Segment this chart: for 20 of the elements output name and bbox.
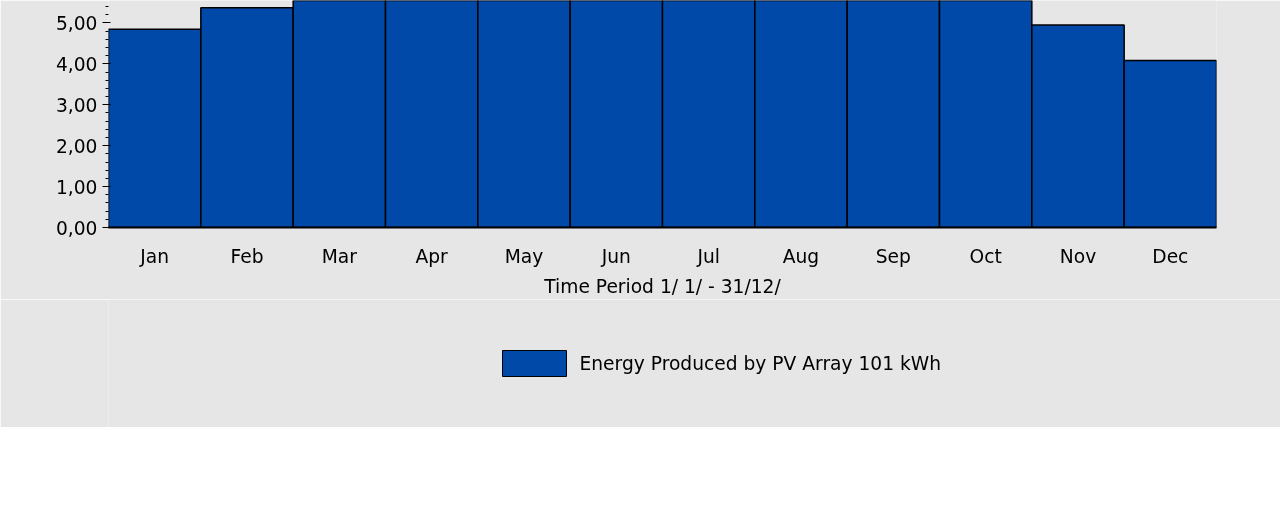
y-tick-label: 5,00 [55, 13, 98, 34]
y-tick-label: 1,00 [55, 176, 98, 198]
y-tick-label: 0,00 [55, 217, 98, 239]
x-tick-label: Feb [230, 245, 264, 267]
x-tick-label: Jun [600, 245, 631, 267]
y-tick-label: 4,00 [55, 53, 98, 75]
x-tick-label: Apr [415, 245, 449, 267]
y-tick-label: 2,00 [55, 135, 98, 157]
x-tick-label: Jul [696, 245, 720, 267]
x-tick-label: May [504, 245, 544, 267]
x-tick-label: Mar [321, 245, 358, 267]
legend-label: Energy Produced by PV Array 101 kWh [579, 353, 942, 374]
x-tick-label: Sep [875, 245, 911, 267]
y-tick-label: 3,00 [55, 94, 98, 116]
x-tick-label: Dec [1152, 245, 1189, 267]
x-tick-label: Jan [139, 245, 170, 267]
x-tick-label: Nov [1059, 245, 1097, 267]
x-axis-title: Time Period 1/ 1/ - 31/12/ [543, 275, 782, 297]
x-tick-label: Aug [782, 245, 820, 267]
x-tick-label: Oct [969, 245, 1002, 267]
